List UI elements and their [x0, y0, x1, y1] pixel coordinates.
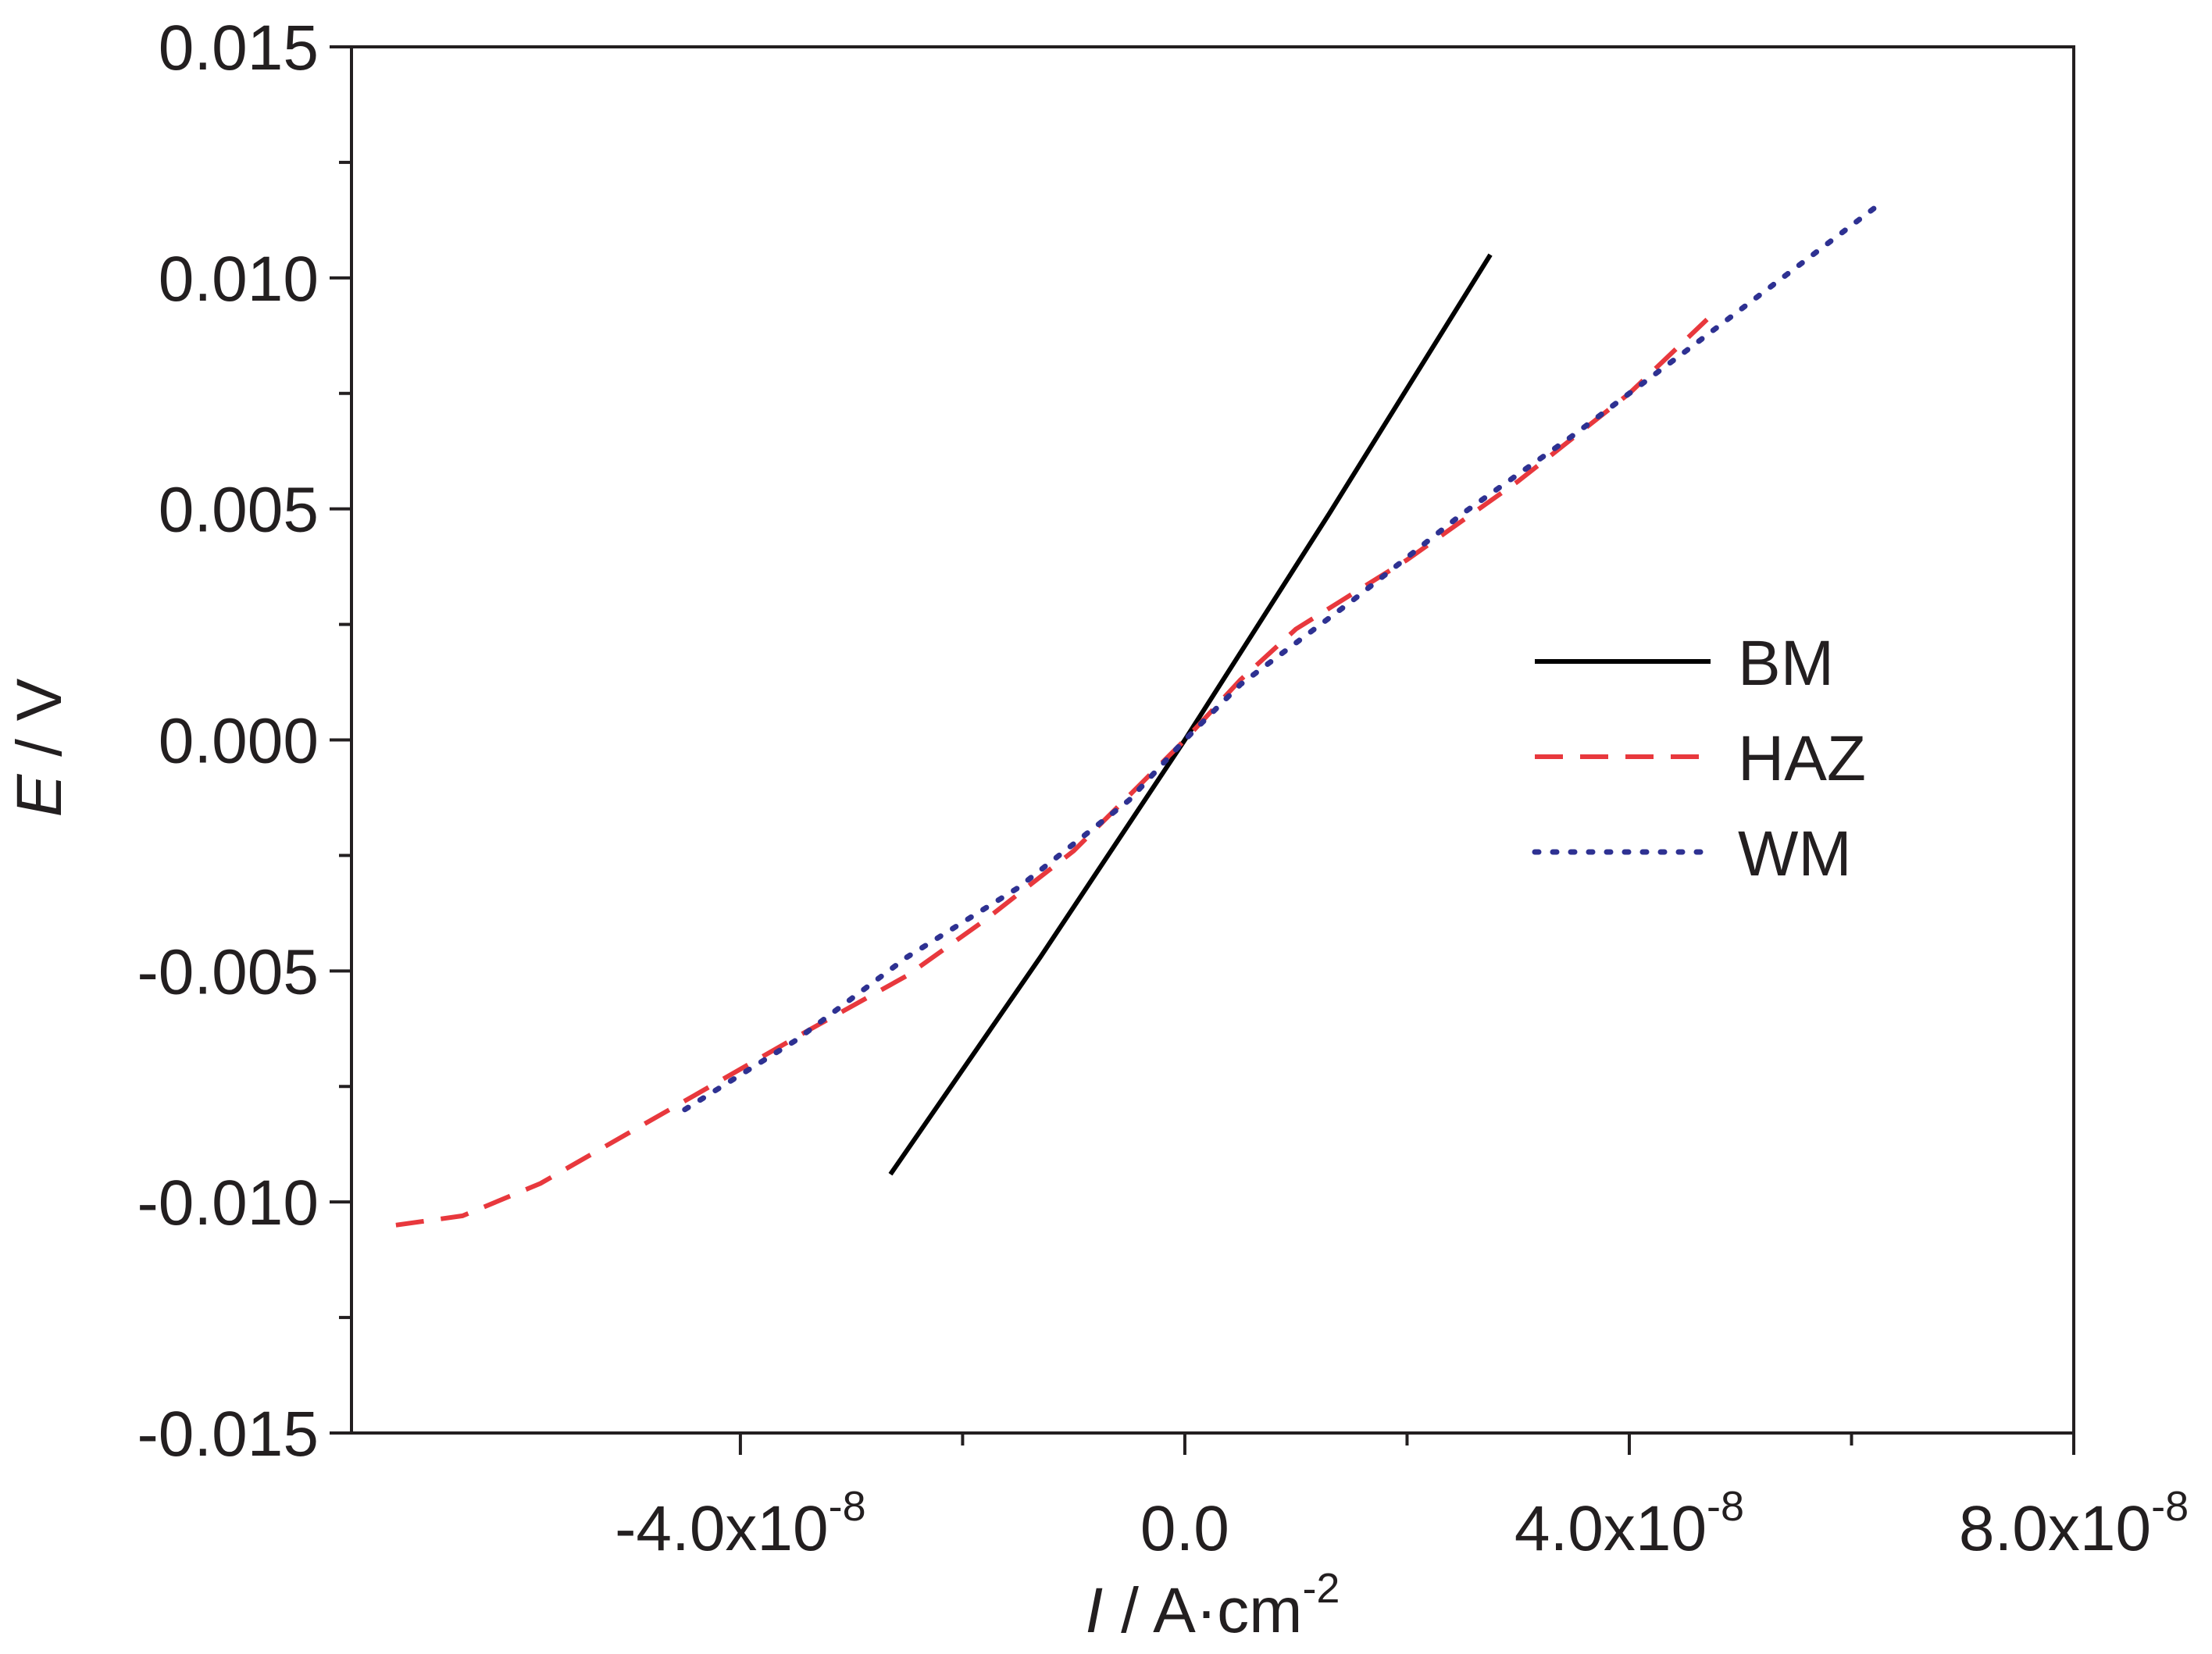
legend-label-haz: HAZ: [1738, 723, 1866, 794]
x-tick-labels: -4.0x10-8 0.0 4.0x10-8 8.0x10-8: [615, 1483, 2189, 1564]
x-tick-label: -4.0x10-8: [615, 1483, 866, 1564]
series-line-bm: [888, 253, 1493, 1176]
x-tick-label: 4.0x10-8: [1515, 1483, 1744, 1564]
x-axis-title-exponent: -2: [1302, 1565, 1340, 1612]
x-axis-title-symbol: I: [1086, 1575, 1104, 1646]
x-tick-label: 8.0x10-8: [1959, 1483, 2189, 1564]
legend: BM HAZ WM: [1532, 628, 1866, 889]
legend-label-wm: WM: [1738, 818, 1852, 889]
y-tick-label: 0.000: [159, 706, 319, 777]
y-axis-title: E / V: [4, 678, 75, 817]
y-axis-title-unit: / V: [4, 678, 75, 774]
series-layer: [395, 205, 1877, 1228]
x-tick-label: 0.0: [1140, 1493, 1229, 1564]
y-tick-label: -0.005: [137, 936, 319, 1007]
plot-frame: [350, 45, 2075, 1435]
y-tick-labels: -0.015 -0.010 -0.005 0.000 0.005 0.010 0.015: [137, 12, 319, 1470]
y-tick-label: 0.015: [159, 12, 319, 84]
y-tick-label: -0.010: [137, 1167, 319, 1239]
series-line-wm: [682, 205, 1877, 1113]
y-tick-label: 0.005: [159, 475, 319, 546]
series-line-haz: [395, 317, 1709, 1228]
y-tick-label: -0.015: [137, 1399, 319, 1470]
ticks-layer: [330, 45, 2075, 1455]
x-axis-title: I / A·cm-2: [1086, 1565, 1340, 1646]
y-axis-title-symbol: E: [4, 773, 75, 817]
legend-label-bm: BM: [1738, 628, 1834, 699]
y-tick-label: 0.010: [159, 244, 319, 315]
x-axis-title-unit: / A·cm: [1103, 1575, 1302, 1646]
